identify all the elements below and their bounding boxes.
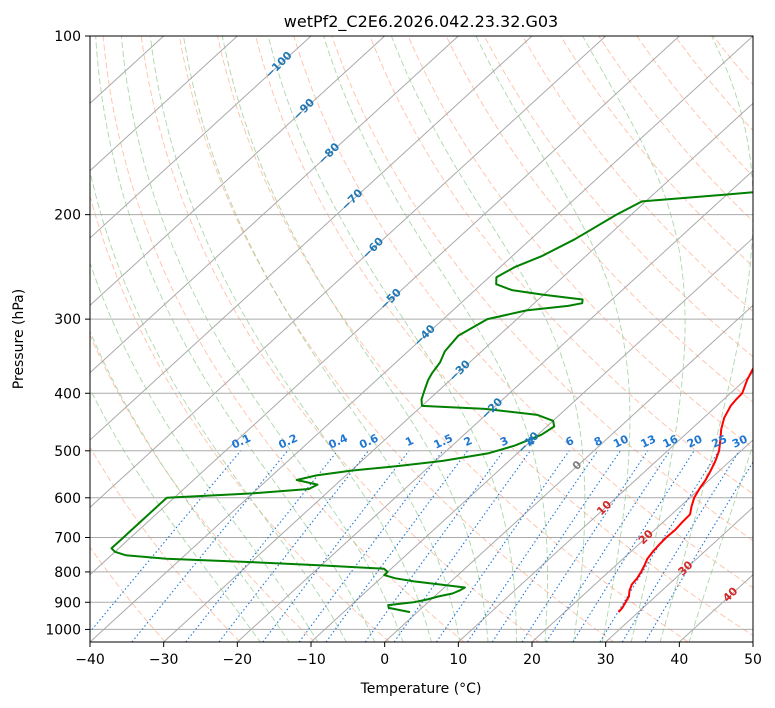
y-tick-label: 400 (54, 386, 81, 402)
mixing-ratio-label: 20 (685, 432, 705, 450)
mixing-ratio-label: 10 (611, 432, 631, 450)
mixing-ratio-line (393, 450, 531, 642)
background-lines (90, 36, 753, 642)
mixing-ratio-label: 13 (639, 432, 658, 450)
isotherm-line (531, 439, 753, 642)
moist-adiabat-line (90, 261, 319, 642)
isotherm-line (236, 169, 753, 642)
y-tick-label: 300 (54, 312, 81, 328)
y-tick-label: 900 (54, 595, 81, 611)
isotherm-line (90, 36, 238, 172)
y-tick-label: 100 (54, 29, 81, 45)
chart-title: wetPf2_C2E6.2026.042.23.32.G03 (284, 12, 558, 32)
moist-adiabat-line (323, 36, 548, 642)
x-tick-label: −10 (296, 652, 326, 668)
mixing-ratio-line (185, 450, 339, 642)
dry-adiabat-line (90, 194, 390, 642)
moist-adiabat-line (120, 36, 404, 642)
mixing-ratio-line (644, 461, 753, 642)
y-tick-label: 600 (54, 491, 81, 507)
isotherm-line (90, 36, 386, 307)
x-axis-label: Temperature (°C) (360, 681, 482, 697)
x-tick-label: 30 (597, 652, 615, 668)
x-tick-label: −30 (149, 652, 179, 668)
mixing-ratio-line (467, 450, 599, 642)
dry-adiabat-line (293, 36, 753, 589)
mixing-ratio-line (545, 450, 671, 642)
dry-adiabat-line (178, 36, 614, 642)
x-tick-label: −40 (75, 652, 105, 668)
isotherm-line (163, 102, 753, 642)
dry-adiabat-line (369, 36, 753, 495)
x-tick-label: 10 (449, 652, 467, 668)
mixing-ratio-line (218, 450, 369, 642)
moist-adiabat-line (390, 36, 586, 642)
x-tick-label: 40 (670, 652, 688, 668)
moist-adiabat-line (659, 36, 753, 642)
isotherm-line (90, 36, 753, 642)
moist-adiabat-line (183, 36, 461, 642)
moist-adiabat-line (688, 443, 753, 642)
plot-frame (89, 35, 754, 643)
dry-adiabat-line (445, 36, 753, 403)
dry-adiabat-line (331, 36, 753, 542)
x-tick-label: 20 (523, 652, 541, 668)
profile-lines (110, 191, 753, 614)
y-tick-label: 800 (54, 565, 81, 581)
isotherm-line (90, 36, 607, 509)
dry-adiabat-line (560, 36, 753, 268)
y-tick-label: 200 (54, 208, 81, 224)
y-axis-label: Pressure (hPa) (11, 289, 27, 389)
y-tick-label: 1000 (45, 622, 81, 638)
moist-adiabat-line (90, 169, 347, 642)
mixing-ratio-line (131, 450, 289, 642)
x-tick-label: −20 (223, 652, 253, 668)
isotherm-line (605, 506, 753, 642)
mixing-ratio-line (621, 450, 740, 642)
isotherm-line (90, 36, 459, 374)
isotherm-line (384, 304, 753, 642)
y-tick-label: 700 (54, 531, 81, 547)
mixing-ratio-label: 25 (710, 432, 729, 450)
dry-adiabat-line (484, 36, 753, 358)
y-tick-label: 500 (54, 444, 81, 460)
dry-adiabat-line (102, 36, 465, 642)
y-axis: 100 200 300 400 500 600 700 800 900 1000 (45, 29, 90, 638)
dry-adiabat-line (140, 36, 540, 642)
mixing-ratio-label: 16 (661, 432, 681, 450)
x-tick-label: 0 (380, 652, 389, 668)
moist-adiabat-line (267, 36, 517, 642)
mixing-ratio-line (90, 450, 242, 633)
isotherm-line (457, 371, 753, 642)
mixing-ratio-label: 30 (730, 432, 750, 450)
isotherm-line (310, 237, 753, 642)
moist-adiabat-line (90, 387, 261, 642)
temperature-profile-line (617, 366, 753, 613)
isotherm-line (90, 36, 312, 239)
moist-adiabat-line (90, 330, 290, 642)
moist-adiabat-line (149, 36, 432, 642)
dry-adiabat-line (90, 334, 316, 642)
dry-adiabat-line (407, 36, 753, 449)
isotherm-line (90, 36, 680, 576)
x-tick-label: 50 (744, 652, 762, 668)
mixing-ratio-line (262, 450, 410, 642)
isotherm-line (90, 36, 533, 441)
mixing-ratio-line (364, 450, 505, 642)
mixing-ratio-line (572, 450, 695, 642)
x-axis: −40 −30 −20 −10 0 10 20 30 40 50 (75, 642, 762, 668)
dewpoint-profile-line (110, 191, 753, 614)
dry-adiabat-line (598, 36, 753, 222)
moist-adiabat-line (95, 36, 376, 642)
dry-adiabat-line (522, 36, 753, 313)
